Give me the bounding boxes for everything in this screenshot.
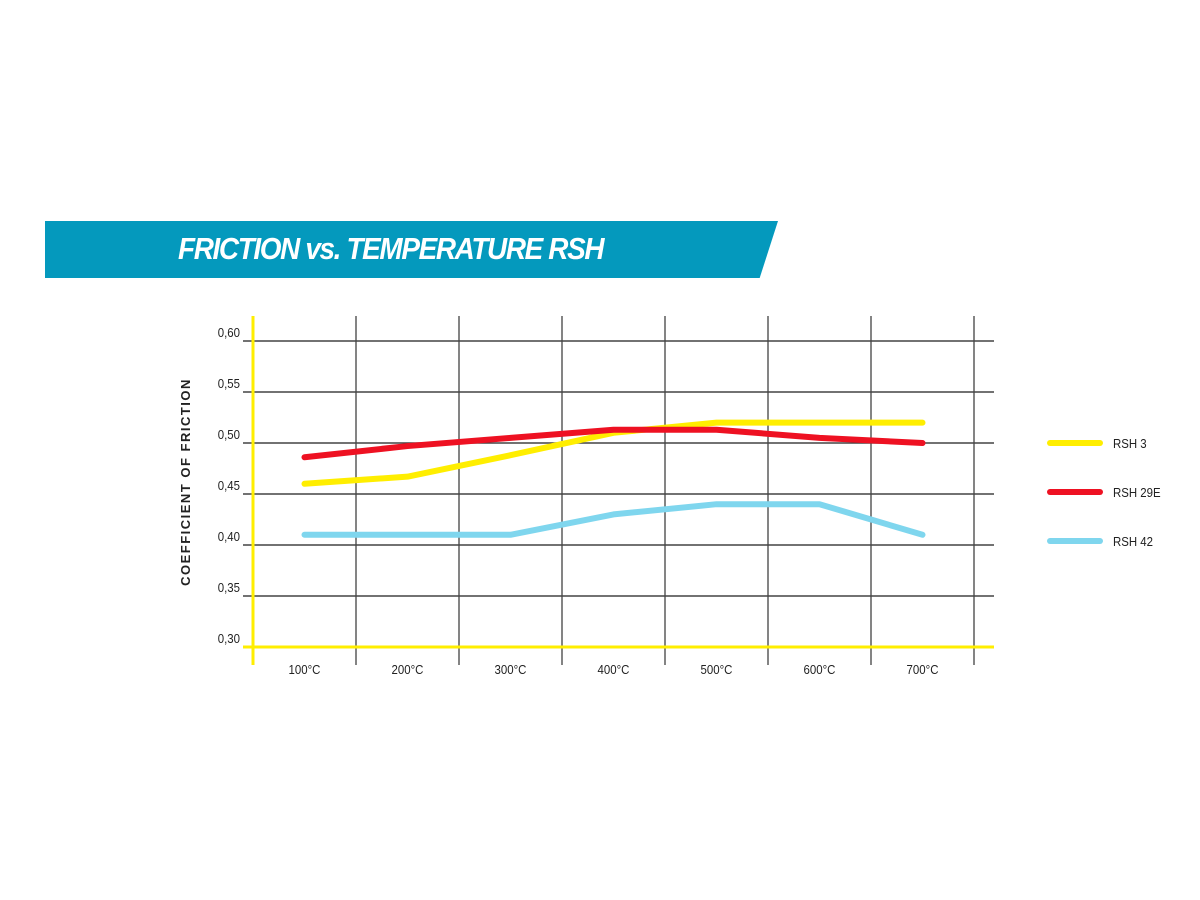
y-tick-label: 0,30 <box>218 631 240 646</box>
x-tick-label: 600°C <box>804 662 836 677</box>
x-tick-label: 400°C <box>598 662 630 677</box>
y-tick-label: 0,55 <box>218 376 240 391</box>
chart-title: FRICTION vs. TEMPERATURE RSH <box>178 231 605 266</box>
legend-label: RSH 29E <box>1113 485 1161 500</box>
title-banner: FRICTION vs. TEMPERATURE RSH <box>45 221 778 278</box>
legend-label: RSH 3 <box>1113 436 1147 451</box>
y-tick-label: 0,35 <box>218 580 240 595</box>
x-tick-label: 700°C <box>907 662 939 677</box>
series-line-rsh-42 <box>301 501 926 538</box>
series-line-rsh-29e <box>301 426 926 461</box>
legend-label: RSH 42 <box>1113 534 1153 549</box>
y-tick-label: 0,45 <box>218 478 240 493</box>
x-tick-label: 200°C <box>392 662 424 677</box>
x-tick-label: 100°C <box>289 662 321 677</box>
y-tick-label: 0,40 <box>218 529 240 544</box>
x-tick-label: 300°C <box>495 662 527 677</box>
y-tick-label: 0,50 <box>218 427 240 442</box>
y-axis-label: COEFFICIENT OF FRICTION <box>178 378 193 586</box>
series-line-rsh-3 <box>301 419 926 487</box>
y-tick-label: 0,60 <box>218 325 240 340</box>
x-tick-label: 500°C <box>701 662 733 677</box>
